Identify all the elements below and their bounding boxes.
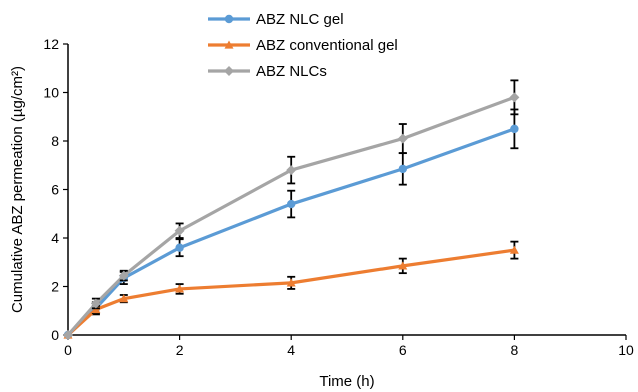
data-point [119,294,129,303]
y-tick-label: 12 [43,36,59,52]
series-1 [63,108,519,340]
data-point [224,66,234,76]
x-tick-label: 8 [511,342,519,358]
legend-marker [224,14,234,24]
legend-marker [224,40,234,49]
data-point [398,261,408,270]
y-tick-label: 4 [51,230,59,246]
y-tick-label: 6 [51,182,59,198]
data-point [118,270,129,281]
data-point [90,298,101,309]
legend-label: ABZ NLCs [256,63,327,80]
data-point [398,164,407,174]
series-line [66,248,515,337]
x-tick-label: 2 [176,342,184,358]
y-axis-label: Cumulative ABZ permeation (µg/cm²) [9,66,26,313]
data-point [509,92,520,103]
legend-label: ABZ conventional gel [256,37,398,54]
data-point [224,40,234,49]
series-layer [63,79,520,340]
legend-entry-3: ABZ NLCs [208,63,327,80]
legend-label: ABZ NLC gel [256,11,344,28]
data-point [224,14,234,24]
tick-labels: 0 2 4 6 8 10 0 2 4 6 8 10 12 [43,36,634,358]
data-point [509,245,519,254]
data-point [63,330,73,340]
data-point [174,225,185,236]
data-point [286,278,296,287]
x-tick-label: 4 [287,342,295,358]
data-point [175,284,185,293]
legend-entry-1: ABZ NLC gel [208,11,344,28]
legend: ABZ NLC gel ABZ conventional gel ABZ NLC… [208,11,398,80]
data-point [286,165,297,176]
x-axis-label: Time (h) [319,373,374,390]
data-point [397,133,408,144]
series-3 [63,79,520,340]
legend-entry-2: ABZ conventional gel [208,37,398,54]
series-2 [63,240,519,339]
x-tick-label: 10 [618,342,634,358]
x-tick-label: 6 [399,342,407,358]
y-tick-label: 0 [51,327,59,343]
data-point [175,243,184,252]
axes [63,43,627,340]
y-tick-label: 10 [43,85,59,101]
data-point [287,199,296,209]
legend-marker [224,66,234,76]
x-tick-label: 0 [64,342,72,358]
y-tick-label: 2 [51,279,59,295]
data-point [510,124,519,134]
y-tick-label: 8 [51,133,59,149]
